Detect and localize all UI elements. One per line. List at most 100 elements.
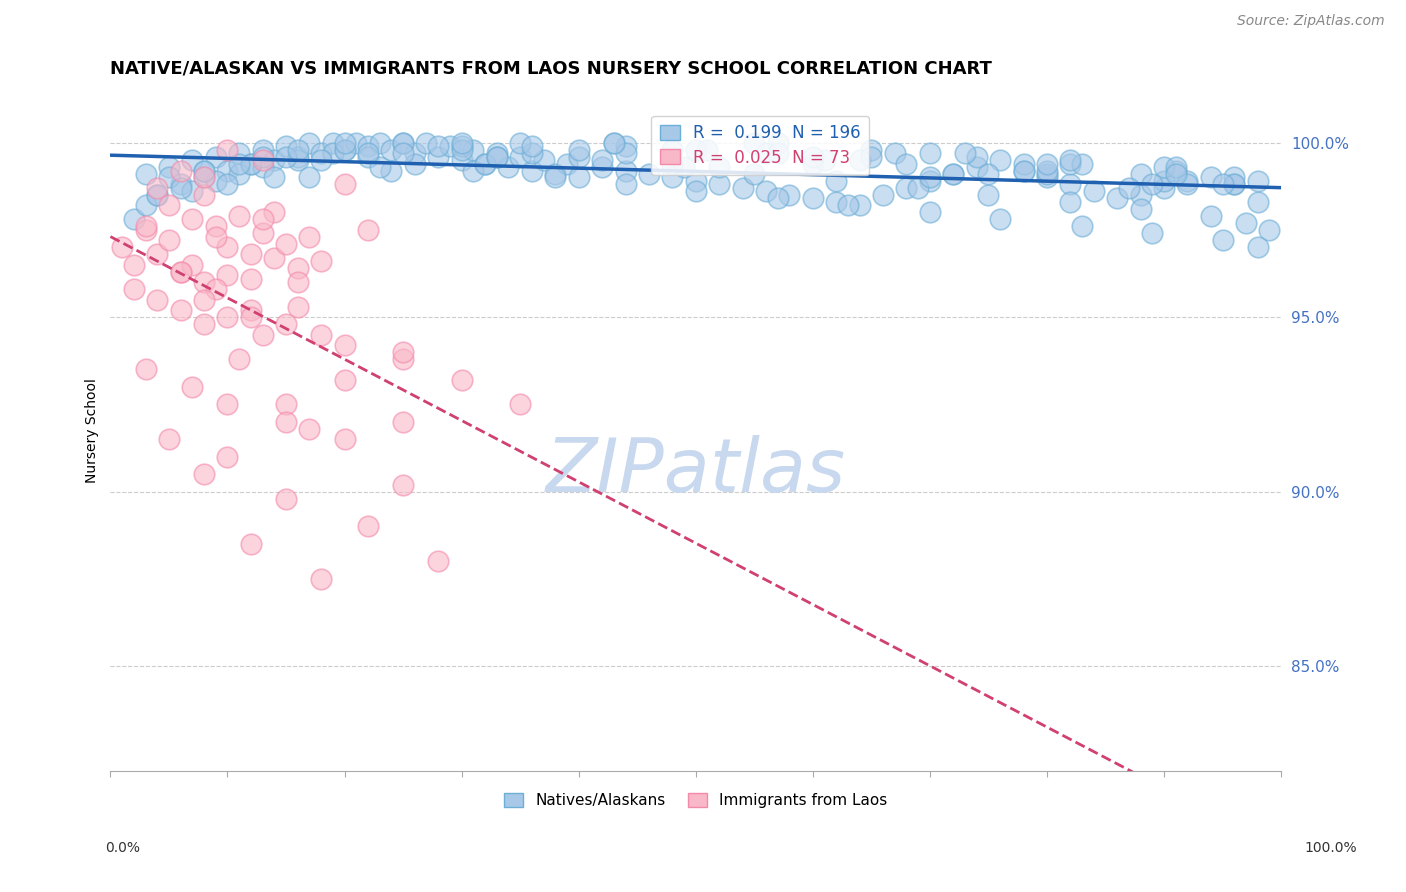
Point xyxy=(274,139,297,153)
Point xyxy=(204,282,226,296)
Point xyxy=(918,146,941,161)
Point xyxy=(685,174,707,188)
Point xyxy=(614,139,637,153)
Point xyxy=(918,170,941,185)
Point xyxy=(239,271,262,285)
Point xyxy=(368,160,391,174)
Point xyxy=(520,146,543,161)
Point xyxy=(591,153,613,167)
Point xyxy=(169,178,191,192)
Point xyxy=(1083,185,1105,199)
Point xyxy=(157,233,180,247)
Point xyxy=(157,432,180,446)
Point xyxy=(217,240,239,254)
Point xyxy=(896,181,918,195)
Point xyxy=(1164,160,1187,174)
Point xyxy=(135,223,157,237)
Point xyxy=(239,310,262,324)
Point xyxy=(860,143,883,157)
Point xyxy=(287,261,309,276)
Point xyxy=(228,351,250,366)
Point xyxy=(825,174,848,188)
Point xyxy=(135,198,157,212)
Point xyxy=(1129,202,1152,216)
Point xyxy=(685,185,707,199)
Point xyxy=(1036,156,1059,170)
Point xyxy=(252,143,274,157)
Text: NATIVE/ALASKAN VS IMMIGRANTS FROM LAOS NURSERY SCHOOL CORRELATION CHART: NATIVE/ALASKAN VS IMMIGRANTS FROM LAOS N… xyxy=(111,60,993,78)
Point xyxy=(801,191,824,205)
Point xyxy=(463,143,485,157)
Point xyxy=(1212,233,1234,247)
Point xyxy=(450,139,472,153)
Point xyxy=(685,143,707,157)
Point xyxy=(252,227,274,241)
Point xyxy=(778,188,800,202)
Point xyxy=(1153,181,1175,195)
Point xyxy=(661,170,683,185)
Point xyxy=(1247,240,1270,254)
Point xyxy=(309,572,332,586)
Point xyxy=(1012,163,1035,178)
Point xyxy=(848,153,870,167)
Point xyxy=(263,153,285,167)
Point xyxy=(427,139,450,153)
Point xyxy=(1223,178,1246,192)
Point xyxy=(1199,209,1222,223)
Point xyxy=(146,188,169,202)
Point xyxy=(1247,174,1270,188)
Point xyxy=(638,167,661,181)
Point xyxy=(263,251,285,265)
Point xyxy=(204,150,226,164)
Point xyxy=(450,136,472,150)
Point xyxy=(333,338,356,352)
Point xyxy=(111,240,134,254)
Point xyxy=(1153,174,1175,188)
Point xyxy=(742,167,765,181)
Point xyxy=(404,156,426,170)
Point xyxy=(392,345,415,359)
Point xyxy=(1059,194,1081,209)
Point xyxy=(228,156,250,170)
Point xyxy=(474,156,496,170)
Point xyxy=(263,205,285,219)
Point xyxy=(146,293,169,307)
Point xyxy=(918,205,941,219)
Point xyxy=(918,174,941,188)
Point xyxy=(533,153,555,167)
Point xyxy=(392,136,415,150)
Point xyxy=(380,163,402,178)
Point xyxy=(357,139,380,153)
Point xyxy=(333,432,356,446)
Point xyxy=(181,185,204,199)
Point xyxy=(742,136,765,150)
Point xyxy=(204,174,226,188)
Point xyxy=(193,170,215,185)
Point xyxy=(485,150,508,164)
Point xyxy=(1258,223,1281,237)
Point xyxy=(252,150,274,164)
Point xyxy=(755,185,778,199)
Point xyxy=(239,156,262,170)
Point xyxy=(661,143,683,157)
Point xyxy=(298,136,321,150)
Point xyxy=(252,153,274,167)
Point xyxy=(193,163,215,178)
Point xyxy=(485,146,508,161)
Point xyxy=(509,150,531,164)
Text: Source: ZipAtlas.com: Source: ZipAtlas.com xyxy=(1237,14,1385,28)
Point xyxy=(357,223,380,237)
Point xyxy=(825,194,848,209)
Point xyxy=(1177,174,1199,188)
Point xyxy=(274,317,297,331)
Point xyxy=(977,188,1000,202)
Point xyxy=(181,258,204,272)
Point xyxy=(252,212,274,227)
Point xyxy=(392,477,415,491)
Point xyxy=(707,160,730,174)
Point xyxy=(509,397,531,411)
Point xyxy=(146,247,169,261)
Point xyxy=(287,300,309,314)
Point xyxy=(568,150,591,164)
Point xyxy=(252,160,274,174)
